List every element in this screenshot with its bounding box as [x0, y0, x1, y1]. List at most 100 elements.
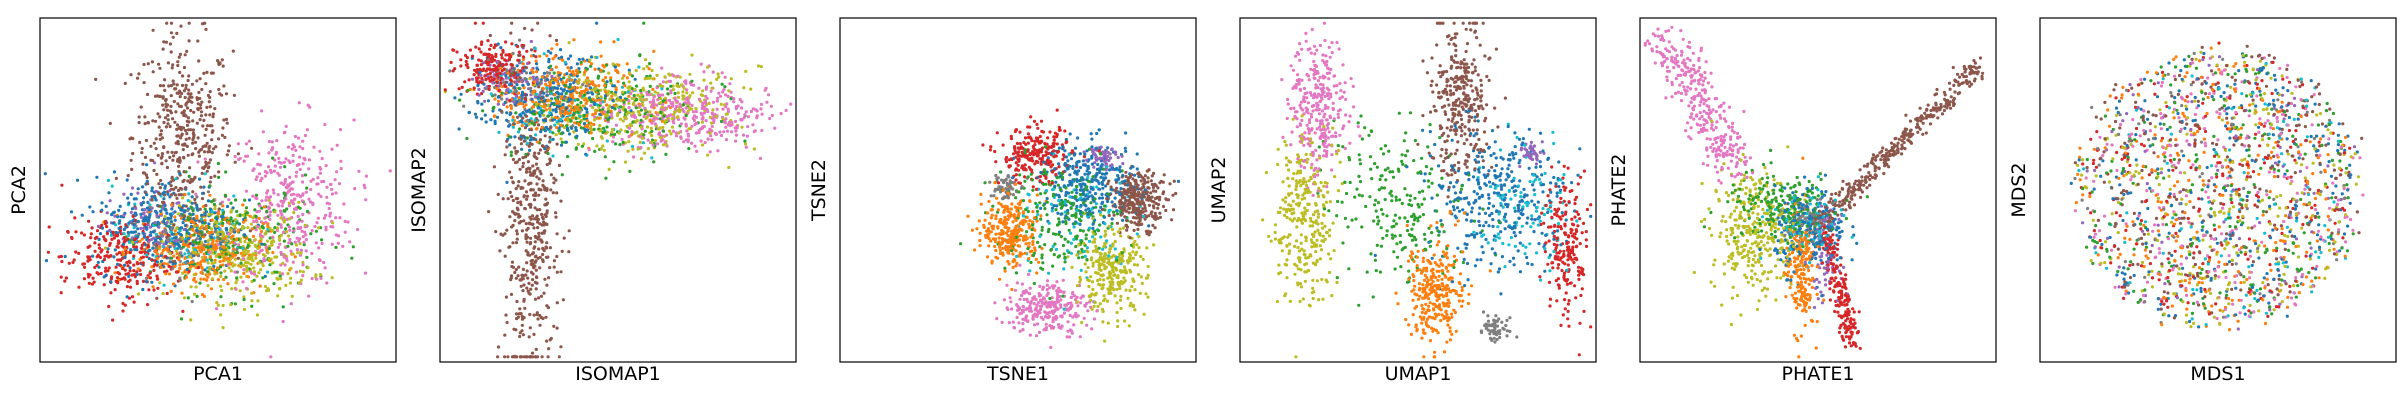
scatter-point [183, 53, 187, 57]
scatter-point [303, 173, 308, 177]
scatter-point [156, 153, 160, 157]
scatter-point [216, 243, 220, 247]
scatter-point [587, 79, 591, 83]
scatter-point [554, 65, 558, 69]
scatter-point [547, 276, 551, 280]
scatter-point [126, 174, 130, 178]
scatter-point [243, 239, 247, 244]
scatter-point [549, 64, 553, 68]
scatter-point [71, 260, 75, 264]
scatter-point [163, 116, 168, 120]
scatter-point [250, 291, 254, 295]
scatter-point [118, 219, 122, 223]
scatter-point [704, 101, 708, 105]
scatter-point [770, 113, 774, 118]
scatter-point [119, 258, 123, 262]
scatter-point [610, 105, 614, 109]
scatter-point [191, 152, 195, 156]
scatter-point [287, 159, 291, 163]
scatter-point [152, 141, 156, 145]
scatter-point [557, 355, 561, 359]
scatter-point [566, 155, 570, 159]
scatter-point [317, 192, 321, 196]
scatter-point [459, 92, 463, 96]
scatter-point [669, 84, 673, 88]
scatter-point [165, 221, 169, 225]
scatter-point [605, 80, 609, 84]
scatter-point [753, 129, 757, 133]
scatter-point [320, 156, 324, 161]
scatter-point [627, 126, 632, 130]
scatter-point [211, 267, 216, 271]
scatter-point [170, 66, 174, 70]
scatter-point [141, 200, 145, 205]
scatter-point [177, 193, 181, 197]
scatter-point [682, 140, 686, 144]
scatter-point [213, 207, 217, 211]
scatter-point [724, 125, 728, 129]
scatter-point [157, 225, 161, 229]
scatter-point [492, 64, 496, 68]
scatter-point [196, 261, 200, 265]
scatter-point [535, 77, 539, 81]
scatter-point [164, 247, 168, 251]
scatter-point [254, 177, 258, 181]
scatter-point [533, 355, 538, 359]
scatter-point [620, 90, 625, 94]
scatter-point [148, 248, 152, 252]
scatter-point [202, 294, 206, 298]
scatter-point [650, 129, 654, 134]
scatter-point [152, 268, 156, 272]
scatter-point [578, 114, 582, 119]
scatter-point [214, 145, 218, 149]
scatter-point [133, 202, 137, 206]
scatter-point [182, 214, 187, 218]
scatter-point [288, 237, 292, 242]
scatter-point [183, 95, 187, 100]
scatter-point [116, 215, 120, 219]
scatter-point [211, 239, 215, 243]
scatter-point [642, 88, 646, 92]
scatter-point [155, 263, 159, 267]
scatter-point [169, 220, 173, 224]
scatter-point [301, 180, 305, 184]
scatter-point [114, 176, 118, 180]
scatter-point [166, 122, 170, 126]
scatter-point [106, 269, 110, 273]
scatter-point [755, 109, 759, 113]
scatter-point [560, 140, 564, 144]
scatter-point [592, 102, 597, 106]
scatter-point [155, 251, 159, 255]
scatter-point [533, 260, 537, 264]
scatter-point [298, 145, 302, 149]
scatter-point [542, 52, 546, 56]
scatter-point [537, 231, 541, 235]
scatter-point [513, 270, 517, 275]
scatter-point [91, 254, 95, 258]
scatter-point [183, 256, 187, 260]
scatter-point [521, 156, 525, 160]
scatter-point [676, 91, 680, 95]
scatter-point [178, 255, 182, 259]
scatter-point [548, 246, 552, 250]
scatter-point [306, 266, 310, 270]
scatter-point [128, 269, 132, 273]
scatter-point [324, 164, 328, 168]
scatter-point [223, 256, 227, 260]
scatter-point [261, 235, 265, 239]
scatter-point [488, 33, 492, 38]
tsne-scatter-points [959, 108, 1181, 349]
scatter-point [565, 110, 569, 114]
scatter-point [171, 267, 175, 271]
scatter-point [503, 153, 507, 157]
scatter-point [664, 118, 668, 123]
scatter-point [503, 100, 507, 105]
scatter-point [270, 243, 274, 247]
scatter-point [508, 190, 512, 194]
scatter-point [305, 209, 310, 214]
scatter-point [157, 204, 161, 208]
scatter-point [170, 232, 174, 236]
scatter-point [238, 245, 242, 250]
scatter-point [178, 125, 182, 129]
scatter-point [278, 286, 282, 291]
